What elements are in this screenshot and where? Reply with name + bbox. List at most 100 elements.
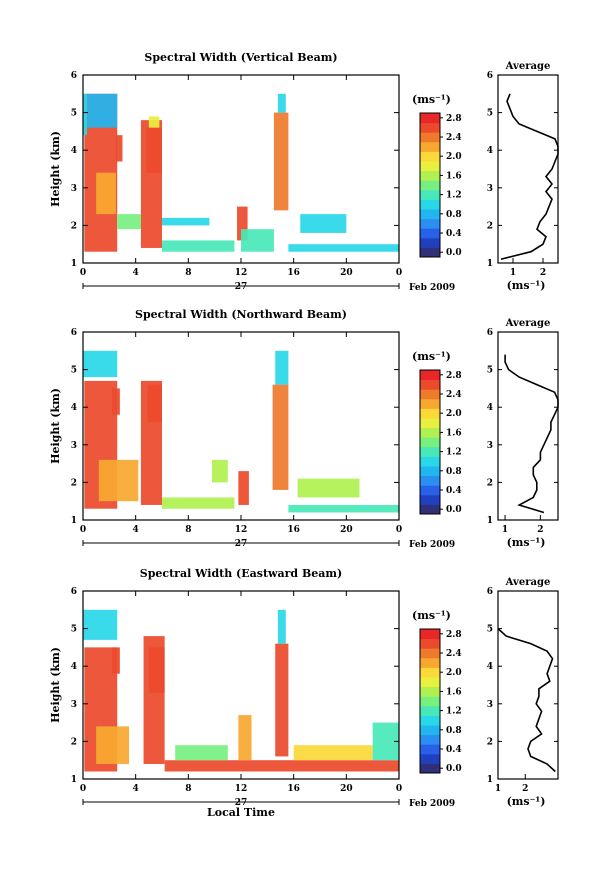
colorbar-tick-label: 0.4 (446, 745, 462, 755)
heatmap-cell (293, 745, 373, 761)
colorbar-swatch (420, 180, 440, 191)
avg-y-tick-label: 2 (487, 478, 493, 488)
colorbar-swatch (420, 696, 440, 707)
avg-x-tick-label: 2 (540, 268, 546, 278)
x-tick-label: 8 (185, 784, 191, 794)
heatmap-cell (272, 384, 289, 490)
colorbar-swatch (420, 705, 440, 716)
colorbar-tick-label: 0.4 (446, 229, 462, 239)
avg-x-tick-label: 2 (537, 525, 543, 535)
y-tick-label: 6 (71, 587, 77, 597)
heatmap-cell (148, 116, 160, 128)
x-tick-label: 20 (340, 525, 353, 535)
colorbar-tick-label: 0.8 (446, 467, 462, 477)
colorbar-tick-label: 0.8 (446, 726, 462, 736)
y-axis-label: Height (km) (49, 388, 62, 464)
heatmap-cell (288, 244, 399, 252)
avg-y-tick-label: 4 (487, 403, 493, 413)
colorbar-swatch (420, 715, 440, 726)
y-axis-label: Height (km) (49, 131, 62, 207)
heatmap-cell (212, 459, 228, 483)
x-tick-label: 20 (340, 784, 353, 794)
avg-x-tick-label: 1 (502, 525, 508, 535)
colorbar-unit: (ms⁻¹) (412, 350, 451, 363)
colorbar-swatch (420, 151, 440, 162)
x-tick-label: 12 (235, 525, 248, 535)
heatmap-cell (275, 350, 289, 385)
colorbar-swatch (420, 667, 440, 678)
colorbar-swatch (420, 456, 440, 467)
colorbar-swatch (420, 494, 440, 505)
date-month: Feb 2009 (409, 540, 455, 550)
heatmap-cell (162, 217, 210, 226)
x-axis-label: Local Time (207, 806, 275, 819)
heatmap-cell (117, 214, 141, 230)
y-tick-label: 3 (71, 184, 77, 194)
x-tick-label: 16 (287, 525, 300, 535)
avg-y-tick-label: 1 (487, 259, 493, 269)
heatmap-cell (297, 478, 360, 498)
heatmap-cell (83, 93, 87, 136)
colorbar-tick-label: 2.8 (446, 630, 462, 640)
avg-y-tick-label: 4 (487, 146, 493, 156)
avg-x-tick-label: 2 (522, 784, 528, 794)
colorbar-tick-label: 0.4 (446, 486, 462, 496)
average-title: Average (505, 318, 551, 329)
colorbar-tick-label: 2.8 (446, 371, 462, 381)
y-axis-label: Height (km) (49, 647, 62, 723)
heatmap-cell (148, 647, 165, 693)
x-tick-label: 8 (185, 525, 191, 535)
x-tick-label: 0 (396, 784, 402, 794)
avg-y-tick-label: 3 (487, 441, 493, 451)
heatmap-cell (277, 609, 286, 644)
avg-y-tick-label: 6 (487, 328, 493, 338)
colorbar-tick-label: 1.6 (446, 428, 462, 438)
avg-y-tick-label: 5 (487, 366, 493, 376)
colorbar-swatch (420, 763, 440, 774)
colorbar-swatch (420, 734, 440, 745)
avg-y-tick-label: 3 (487, 700, 493, 710)
colorbar-tick-label: 0.0 (446, 248, 462, 258)
colorbar-frame (419, 628, 441, 774)
heatmap-cells (83, 93, 399, 252)
x-tick-label: 16 (287, 268, 300, 278)
colorbar-frame (419, 112, 441, 258)
date-day: 27 (235, 798, 248, 808)
average-profile-line (497, 628, 556, 773)
y-tick-label: 6 (71, 328, 77, 338)
heatmap-cell (238, 715, 252, 761)
heatmap-cell (111, 647, 120, 674)
average-title: Average (505, 61, 551, 72)
colorbar-swatch (420, 209, 440, 220)
colorbar-swatch (420, 677, 440, 688)
colorbar-swatch (420, 466, 440, 477)
colorbar-tick-label: 0.8 (446, 210, 462, 220)
avg-x-unit: (ms⁻¹) (507, 536, 546, 549)
colorbar-unit: (ms⁻¹) (412, 609, 451, 622)
heatmap-cell (147, 384, 162, 423)
y-tick-label: 5 (71, 366, 77, 376)
x-tick-label: 0 (396, 525, 402, 535)
date-month: Feb 2009 (409, 283, 455, 293)
x-tick-label: 0 (80, 268, 86, 278)
colorbar-swatch (420, 638, 440, 649)
y-tick-label: 2 (71, 478, 77, 488)
x-tick-label: 4 (133, 784, 139, 794)
colorbar-swatch (420, 446, 440, 457)
heatmap-cell (146, 127, 162, 173)
heatmap-cell (111, 388, 120, 415)
heatmap-cell (300, 214, 347, 233)
colorbar-swatch (420, 161, 440, 172)
panel-title: Spectral Width (Northward Beam) (135, 308, 347, 321)
date-day: 27 (235, 282, 248, 292)
avg-x-tick-label: 1 (510, 268, 516, 278)
heatmap-cell (83, 609, 118, 640)
colorbar-tick-label: 1.2 (446, 448, 462, 458)
y-tick-label: 5 (71, 625, 77, 635)
avg-y-tick-label: 3 (487, 184, 493, 194)
colorbar-swatch (420, 408, 440, 419)
